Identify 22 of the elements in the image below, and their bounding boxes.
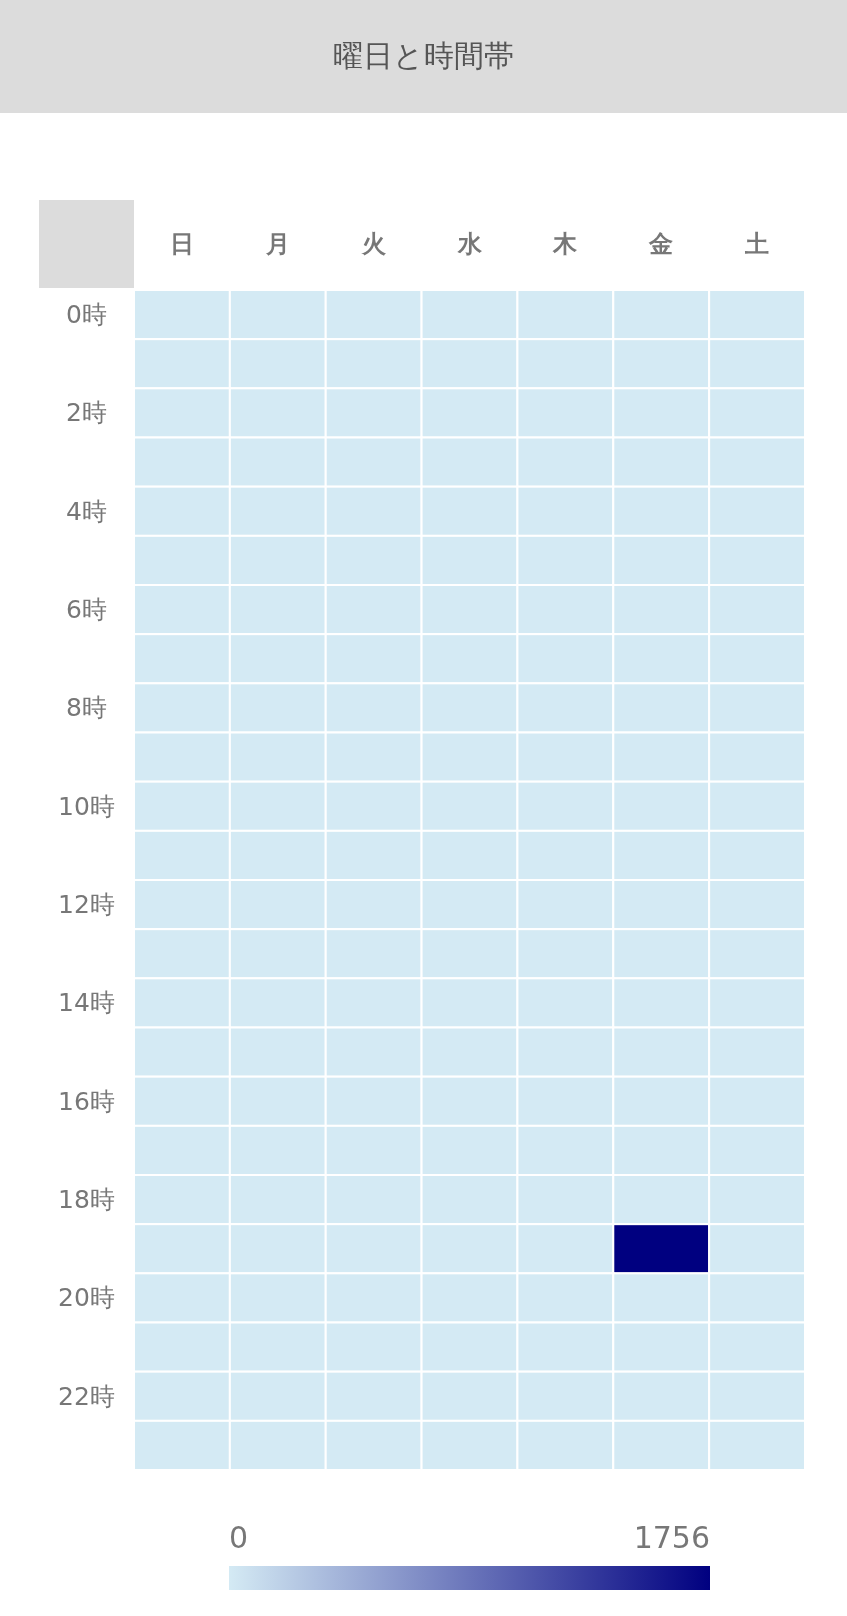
y-tick-label: 20時 xyxy=(58,1283,115,1313)
x-tick-label: 金 xyxy=(648,230,674,258)
x-tick-label: 木 xyxy=(552,230,579,258)
y-tick-label: 10時 xyxy=(58,791,115,821)
y-tick-label: 2時 xyxy=(66,398,107,428)
y-tick-label: 16時 xyxy=(58,1086,115,1116)
x-tick-label: 水 xyxy=(456,230,483,258)
x-tick-label: 土 xyxy=(744,230,770,258)
y-tick-label: 6時 xyxy=(66,595,107,625)
y-tick-label: 22時 xyxy=(58,1381,115,1411)
chart-title: 曜日と時間帯 xyxy=(0,0,847,113)
y-tick-label: 12時 xyxy=(58,890,115,920)
x-tick-label: 月 xyxy=(264,230,290,258)
color-bar-label: 0 xyxy=(229,1520,250,1556)
y-tick-label: 8時 xyxy=(66,693,107,723)
x-tick-label: 日 xyxy=(169,230,194,258)
color-bar-label: 1756 xyxy=(632,1520,710,1556)
y-tick-label: 4時 xyxy=(66,496,107,526)
y-tick-label: 18時 xyxy=(58,1185,115,1215)
y-tick-label: 14時 xyxy=(58,988,115,1018)
x-tick-label: 火 xyxy=(360,230,387,258)
y-tick-label: 0時 xyxy=(66,300,107,330)
